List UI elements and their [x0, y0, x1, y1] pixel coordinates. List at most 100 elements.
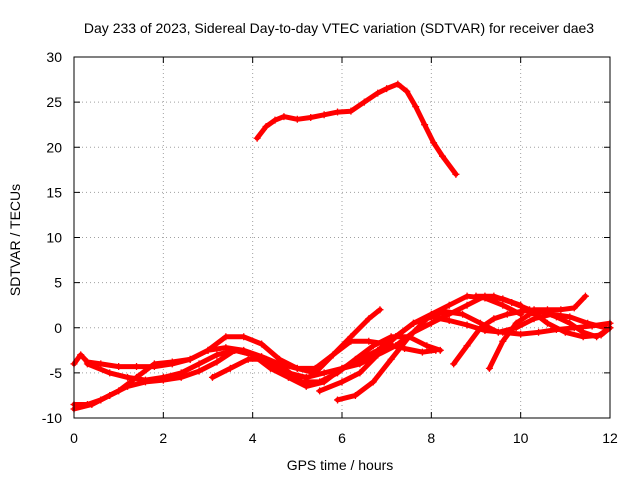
data-point [334, 396, 342, 404]
series-line [254, 81, 459, 177]
data-point [262, 122, 270, 130]
data-point [83, 360, 91, 368]
data-point [369, 378, 377, 386]
data-point [329, 351, 337, 359]
data-point [133, 363, 141, 371]
data-point [494, 328, 502, 336]
data-point [387, 333, 395, 341]
data-point [392, 342, 400, 350]
data-point [280, 364, 288, 372]
data-point [226, 364, 234, 372]
data-point [320, 369, 328, 377]
data-point [280, 113, 288, 121]
data-point [450, 360, 458, 368]
data-point [77, 351, 85, 359]
y-tick-label: -5 [50, 365, 63, 381]
y-tick-label: 25 [46, 94, 62, 110]
data-point [512, 319, 520, 327]
data-point [307, 113, 315, 121]
data-point [222, 333, 230, 341]
data-point [557, 306, 565, 314]
data-point [584, 319, 592, 327]
data-point [351, 391, 359, 399]
data-point [463, 301, 471, 309]
y-tick-label: 15 [46, 184, 62, 200]
data-point [177, 369, 185, 377]
series-layer [70, 80, 614, 413]
data-point [369, 342, 377, 350]
data-point [490, 292, 498, 300]
data-point [543, 319, 551, 327]
series-arc-1 [253, 80, 460, 178]
data-point [195, 360, 203, 368]
x-tick-label: 10 [513, 430, 529, 446]
data-point [374, 89, 382, 97]
data-point [347, 107, 355, 115]
data-point [316, 378, 324, 386]
data-point [418, 348, 426, 356]
y-axis-label: SDTVAR / TECUs [7, 184, 23, 296]
data-point [476, 324, 484, 332]
data-point [463, 342, 471, 350]
data-point [409, 319, 417, 327]
data-point [275, 355, 283, 363]
data-point [150, 360, 158, 368]
data-point [423, 315, 431, 323]
series-line [335, 309, 608, 403]
y-tick-label: 0 [54, 320, 62, 336]
data-point [405, 333, 413, 341]
x-tick-label: 0 [70, 430, 78, 446]
data-point [356, 360, 364, 368]
data-point [293, 364, 301, 372]
data-point [159, 373, 167, 381]
data-point [490, 315, 498, 323]
data-point [338, 378, 346, 386]
data-point [581, 292, 589, 300]
data-point [403, 87, 411, 95]
x-tick-label: 8 [427, 430, 435, 446]
x-tick-label: 2 [159, 430, 167, 446]
data-point [376, 306, 384, 314]
data-point [387, 355, 395, 363]
data-point [452, 170, 460, 178]
data-point [472, 292, 480, 300]
data-point [253, 134, 261, 142]
data-point [566, 313, 574, 321]
data-point [115, 363, 123, 371]
data-point [186, 355, 194, 363]
data-point [445, 301, 453, 309]
data-point [445, 317, 453, 325]
data-point [561, 328, 569, 336]
data-point [499, 337, 507, 345]
data-point [106, 391, 114, 399]
data-point [463, 321, 471, 329]
data-point [213, 358, 221, 366]
x-tick-label: 6 [338, 430, 346, 446]
chart-title: Day 233 of 2023, Sidereal Day-to-day VTE… [84, 20, 594, 36]
data-point [579, 333, 587, 341]
data-point [508, 298, 516, 306]
y-tick-label: 5 [54, 275, 62, 291]
data-point [566, 319, 574, 327]
data-point [356, 369, 364, 377]
data-point [430, 139, 438, 147]
data-point [394, 80, 402, 88]
data-point [503, 310, 511, 318]
data-point [351, 355, 359, 363]
data-point [526, 306, 534, 314]
data-point [535, 328, 543, 336]
data-point [597, 331, 605, 339]
data-point [334, 369, 342, 377]
data-point [517, 330, 525, 338]
data-point [530, 315, 538, 323]
data-point [141, 376, 149, 384]
data-point [423, 342, 431, 350]
y-tick-label: 10 [46, 230, 62, 246]
data-point [347, 333, 355, 341]
data-point [421, 121, 429, 129]
data-point [499, 301, 507, 309]
data-point [441, 308, 449, 316]
x-tick-label: 12 [602, 430, 618, 446]
data-point [552, 313, 560, 321]
